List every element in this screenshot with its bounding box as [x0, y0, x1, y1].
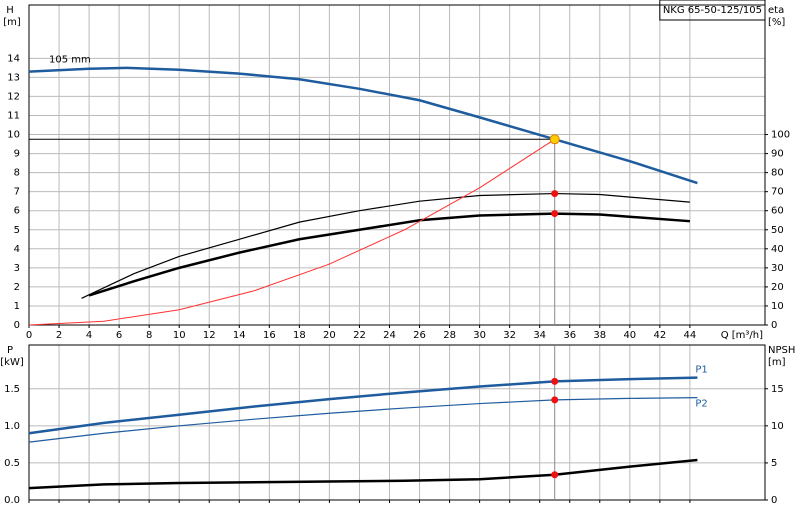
y2-tick-label: 15 [771, 384, 784, 395]
plot-frame [28, 344, 766, 501]
y-tick-label: 7 [14, 187, 20, 198]
y2-tick-label: 40 [771, 244, 784, 255]
duty-marker [551, 471, 559, 479]
curve [88, 212, 690, 297]
x-tick-label: 32 [503, 330, 516, 341]
y-tick-label: 1 [14, 301, 20, 312]
curve-annotation: 105 mm [49, 55, 91, 66]
y2-tick-label: 100 [771, 130, 790, 141]
y2-tick-label: 50 [771, 225, 784, 236]
duty-marker [551, 396, 559, 404]
y-axis-label: H [6, 5, 14, 16]
y2-axis-label: NPSH [768, 345, 795, 356]
duty-marker [551, 210, 559, 218]
x-tick-label: 20 [323, 330, 336, 341]
y2-tick-label: 0 [771, 320, 777, 331]
y-tick-label: 0.0 [4, 495, 20, 506]
y2-tick-label: 10 [771, 301, 784, 312]
y2-tick-label: 20 [771, 282, 784, 293]
y2-tick-label: 10 [771, 421, 784, 432]
plot-frame [28, 4, 766, 326]
y2-tick-label: 90 [771, 149, 784, 160]
y2-tick-label: 60 [771, 206, 784, 217]
x-tick-label: 4 [86, 330, 92, 341]
y2-tick-label: 70 [771, 187, 784, 198]
x-tick-label: 26 [413, 330, 426, 341]
x-tick-label: 44 [684, 330, 697, 341]
x-tick-label: 36 [563, 330, 576, 341]
x-tick-label: 12 [203, 330, 216, 341]
y-tick-label: 8 [14, 168, 20, 179]
curve-label: P2 [695, 399, 707, 410]
x-tick-label: 10 [173, 330, 186, 341]
y-tick-label: 11 [7, 110, 20, 121]
y2-axis-unit: [%] [768, 17, 785, 28]
y-tick-label: 1.5 [4, 384, 20, 395]
x-tick-label: 22 [353, 330, 366, 341]
y-tick-label: 0.5 [4, 458, 20, 469]
curve [28, 397, 698, 443]
y2-tick-label: 80 [771, 168, 784, 179]
y-tick-label: 3 [14, 263, 20, 274]
y-tick-label: 0 [14, 320, 20, 331]
duty-marker [551, 377, 559, 385]
chart-title: NKG 65-50-125/105 [663, 5, 762, 16]
curve-label: P1 [695, 365, 707, 376]
x-tick-label: 24 [383, 330, 396, 341]
x-tick-label: 6 [116, 330, 122, 341]
duty-point [549, 134, 560, 145]
y-tick-label: 2 [14, 282, 20, 293]
y-axis-unit: [kW] [0, 357, 24, 368]
duty-marker [551, 190, 559, 198]
curve [28, 66, 698, 185]
x-tick-label: 34 [533, 330, 546, 341]
curve [28, 138, 555, 326]
y2-tick-label: 0 [771, 495, 777, 506]
x-tick-label: 40 [623, 330, 636, 341]
x-tick-label: 14 [233, 330, 246, 341]
y-axis-unit: [m] [3, 17, 21, 28]
y-tick-label: 12 [7, 91, 20, 102]
x-tick-label: 2 [56, 330, 62, 341]
y2-axis-label: eta [768, 5, 784, 16]
y2-tick-label: 30 [771, 263, 784, 274]
curve [28, 458, 698, 490]
title-box [659, 0, 766, 21]
x-tick-label: 28 [443, 330, 456, 341]
y-tick-label: 6 [14, 206, 20, 217]
curve [28, 376, 698, 435]
y-tick-label: 1.0 [4, 421, 20, 432]
y2-tick-label: 5 [771, 458, 777, 469]
y2-axis-unit: [m] [768, 357, 786, 368]
x-tick-label: 38 [593, 330, 606, 341]
y-tick-label: 9 [14, 149, 20, 160]
y-tick-label: 13 [7, 72, 20, 83]
y-tick-label: 4 [14, 244, 20, 255]
y-tick-label: 10 [7, 130, 20, 141]
x-tick-label: 42 [653, 330, 666, 341]
y-tick-label: 14 [7, 53, 20, 64]
y-axis-label: P [7, 345, 13, 356]
x-tick-label: 30 [473, 330, 486, 341]
x-tick-label: 8 [146, 330, 152, 341]
x-tick-label: 18 [293, 330, 306, 341]
x-tick-label: 16 [263, 330, 276, 341]
curve [81, 192, 690, 299]
x-tick-label: 0 [26, 330, 32, 341]
y-tick-label: 5 [14, 225, 20, 236]
x-axis-label: Q [m³/h] [721, 330, 763, 341]
